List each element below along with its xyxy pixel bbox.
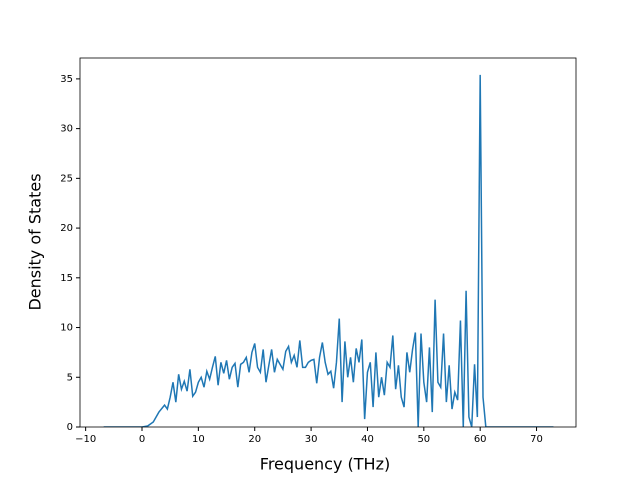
y-axis-label: Density of States bbox=[26, 173, 45, 310]
x-tick-label: 50 bbox=[417, 434, 430, 445]
x-tick-label: 60 bbox=[474, 434, 487, 445]
x-tick-label: 40 bbox=[361, 434, 374, 445]
y-tick-label: 15 bbox=[60, 273, 73, 284]
x-axis-label: Frequency (THz) bbox=[260, 455, 390, 474]
line-series bbox=[103, 74, 554, 427]
y-tick-label: 0 bbox=[67, 422, 73, 433]
plot-frame bbox=[79, 57, 577, 428]
y-tick-label: 5 bbox=[67, 372, 73, 383]
x-tick-label: 30 bbox=[305, 434, 318, 445]
y-tick-label: 20 bbox=[60, 223, 73, 234]
x-tick-label: 0 bbox=[139, 434, 145, 445]
y-tick-label: 25 bbox=[60, 173, 73, 184]
y-tick-label: 10 bbox=[60, 323, 73, 334]
x-tick-label: 10 bbox=[192, 434, 205, 445]
x-tick-label: 70 bbox=[530, 434, 543, 445]
x-tick-label: 20 bbox=[248, 434, 261, 445]
y-tick-label: 35 bbox=[60, 74, 73, 85]
x-tick-label: −10 bbox=[75, 434, 96, 445]
y-tick-label: 30 bbox=[60, 124, 73, 135]
